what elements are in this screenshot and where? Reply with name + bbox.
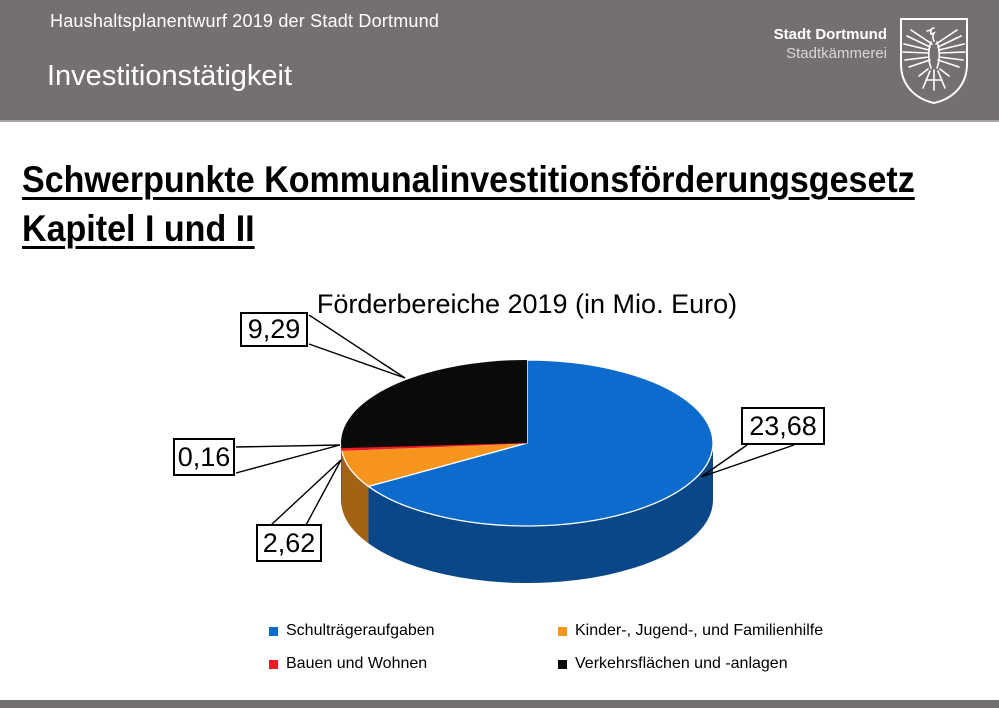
org-block: Stadt Dortmund Stadtkämmerei xyxy=(774,26,887,64)
callout-leader-line-3 xyxy=(308,343,406,379)
legend-swatch-orange xyxy=(558,626,567,636)
callout-leader-line-1 xyxy=(305,459,342,526)
city-crest-eagle-icon xyxy=(900,18,968,105)
pie-slice-2 xyxy=(340,442,528,451)
legend-swatch-red xyxy=(269,659,278,669)
legend-item-verkehrsflaechen-anlagen: Verkehrsflächen und -anlagen xyxy=(558,655,788,673)
callout-bauen-wohnen: 0,16 xyxy=(173,438,235,476)
legend-item-kinder-jugend-familienhilfe: Kinder-, Jugend-, und Familienhilfe xyxy=(558,622,823,640)
pie-side-wall-0 xyxy=(368,443,713,583)
callout-leader-line-0 xyxy=(700,444,748,478)
callout-kinder-jugend: 2,62 xyxy=(256,524,322,562)
legend-label: Bauen und Wohnen xyxy=(286,655,428,672)
chart-title: Förderbereiche 2019 (in Mio. Euro) xyxy=(316,289,738,319)
legend-label: Kinder-, Jugend-, und Familienhilfe xyxy=(575,622,824,639)
legend-item-schultraegeraufgaben: Schulträgeraufgaben xyxy=(269,622,435,640)
callout-verkehrsflaechen: 9,29 xyxy=(240,312,308,347)
callout-leader-line-2 xyxy=(235,444,341,448)
pie-slice-0 xyxy=(367,359,714,527)
callout-leader-line-2 xyxy=(235,444,341,474)
page-title-line2: Kapitel I und II xyxy=(22,207,255,249)
callout-leader-line-3 xyxy=(308,314,406,379)
legend-label: Verkehrsflächen und -anlagen xyxy=(575,655,788,672)
callout-leader-line-1 xyxy=(270,459,342,526)
legend-label: Schulträgeraufgaben xyxy=(286,622,435,639)
page-title-line1: Schwerpunkte Kommunalinvestitionsförderu… xyxy=(22,159,915,200)
callout-leader-line-0 xyxy=(700,444,795,478)
callout-schultraeger: 23,68 xyxy=(741,407,825,445)
footer-bar xyxy=(0,700,999,708)
document-title: Haushaltsplanentwurf 2019 der Stadt Dort… xyxy=(50,11,440,31)
pie-chart xyxy=(235,314,795,583)
org-name: Stadt Dortmund xyxy=(773,26,887,43)
pie-side-wall-1 xyxy=(341,450,369,544)
legend-item-bauen-und-wohnen: Bauen und Wohnen xyxy=(269,655,427,673)
org-department: Stadtkämmerei xyxy=(786,44,887,62)
page-title: Schwerpunkte Kommunalinvestitionsförderu… xyxy=(22,156,915,254)
section-title: Investitionstätigkeit xyxy=(47,60,293,92)
header-bar: Haushaltsplanentwurf 2019 der Stadt Dort… xyxy=(0,0,999,122)
legend-swatch-black xyxy=(558,659,567,669)
legend-swatch-blue xyxy=(269,626,278,636)
pie-slice-3 xyxy=(341,360,527,449)
